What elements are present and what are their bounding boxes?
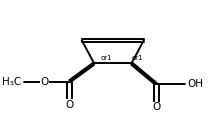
Text: H₃C: H₃C	[2, 77, 22, 86]
Text: O: O	[40, 77, 49, 86]
Text: O: O	[152, 102, 160, 112]
Text: O: O	[65, 100, 73, 110]
Text: or1: or1	[131, 55, 143, 61]
Text: or1: or1	[100, 55, 112, 61]
Text: OH: OH	[187, 79, 203, 89]
